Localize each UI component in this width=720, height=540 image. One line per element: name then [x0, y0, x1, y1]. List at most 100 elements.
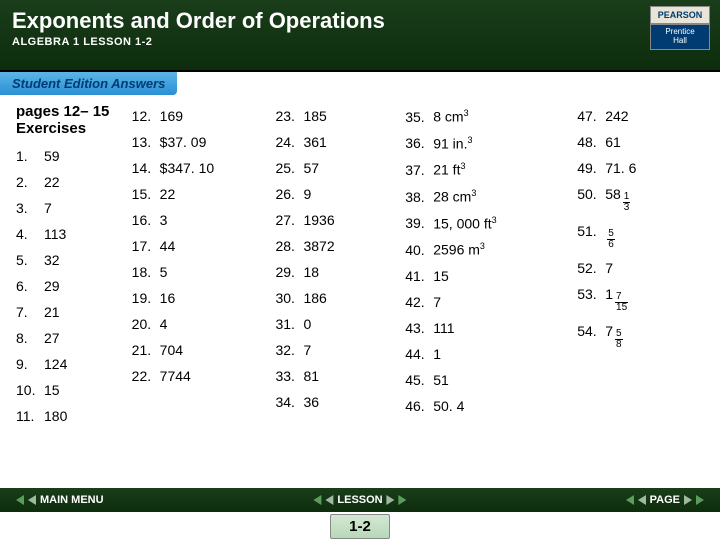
answer-value: 91 in.3	[433, 135, 472, 152]
answer-value: 3872	[303, 238, 334, 254]
answer-item: 33.81	[275, 363, 395, 389]
answer-item: 23.185	[275, 103, 395, 129]
section-title: pages 12– 15 Exercises	[16, 103, 122, 137]
answer-item: 39.15, 000 ft3	[405, 210, 567, 237]
answer-item: 36.91 in.3	[405, 130, 567, 157]
answer-number: 6.	[16, 278, 44, 294]
answer-number: 2.	[16, 174, 44, 190]
fraction: 13	[623, 192, 631, 213]
column-3: 23.18524.36125.5726.927.193628.387229.18…	[275, 103, 395, 429]
answer-item: 13.$37. 09	[132, 129, 266, 155]
answer-item: 53.1715	[577, 281, 704, 318]
publisher-logo: PEARSON Prentice Hall	[650, 6, 710, 50]
answer-number: 50.	[577, 186, 605, 202]
page-title: Exponents and Order of Operations	[0, 0, 720, 36]
column-2: 12.16913.$37. 0914.$347. 1015.2216.317.4…	[132, 103, 266, 429]
answer-number: 4.	[16, 226, 44, 242]
superscript: 3	[467, 135, 472, 145]
arrow-left-icon	[325, 495, 333, 505]
answer-number: 37.	[405, 162, 433, 178]
answer-value: 57	[303, 160, 319, 176]
answer-item: 35.8 cm3	[405, 103, 567, 130]
arrow-right-icon	[399, 495, 407, 505]
column-5: 47.24248.6149.71. 650.581351.5652.753.17…	[577, 103, 704, 429]
superscript: 3	[492, 215, 497, 225]
answer-value: 18	[303, 264, 319, 280]
answer-item: 3.7	[16, 195, 122, 221]
answer-number: 47.	[577, 108, 605, 124]
answer-item: 1.59	[16, 143, 122, 169]
answer-item: 45.51	[405, 367, 567, 393]
answer-number: 17.	[132, 238, 160, 254]
answer-number: 12.	[132, 108, 160, 124]
answer-value: 2596 m3	[433, 241, 485, 258]
answer-value: 0	[303, 316, 311, 332]
answer-number: 33.	[275, 368, 303, 384]
logo-prentice-hall: Prentice Hall	[650, 24, 710, 50]
answer-number: 40.	[405, 242, 433, 258]
answer-item: 2.22	[16, 169, 122, 195]
answer-number: 49.	[577, 160, 605, 176]
answer-value: 44	[160, 238, 176, 254]
answer-value: 22	[44, 174, 60, 190]
answer-value: 5	[160, 264, 168, 280]
answer-item: 54.758	[577, 318, 704, 355]
answer-item: 11.180	[16, 403, 122, 429]
answer-value: 180	[44, 408, 67, 424]
answer-item: 19.16	[132, 285, 266, 311]
answer-number: 39.	[405, 215, 433, 231]
answer-number: 29.	[275, 264, 303, 280]
answer-value: 9	[303, 186, 311, 202]
answer-value: 28 cm3	[433, 188, 476, 205]
answer-number: 7.	[16, 304, 44, 320]
answer-number: 23.	[275, 108, 303, 124]
superscript: 3	[471, 188, 476, 198]
answer-item: 24.361	[275, 129, 395, 155]
answer-item: 26.9	[275, 181, 395, 207]
arrow-left-icon	[626, 495, 634, 505]
page-number: 1-2	[330, 514, 390, 539]
answer-number: 18.	[132, 264, 160, 280]
answer-value: 32	[44, 252, 60, 268]
answer-item: 25.57	[275, 155, 395, 181]
answer-item: 22.7744	[132, 363, 266, 389]
answer-number: 44.	[405, 346, 433, 362]
main-menu-button[interactable]: MAIN MENU	[8, 494, 112, 506]
answer-item: 50.5813	[577, 181, 704, 218]
answer-value: 61	[605, 134, 621, 150]
answer-value: 1	[433, 346, 441, 362]
answer-item: 52.7	[577, 255, 704, 281]
answer-value: 1	[605, 286, 613, 302]
answer-value: 1936	[303, 212, 334, 228]
answer-number: 30.	[275, 290, 303, 306]
arrow-right-icon	[696, 495, 704, 505]
answer-number: 10.	[16, 382, 44, 398]
footer: MAIN MENU LESSON PAGE 1-2	[0, 488, 720, 540]
answer-number: 52.	[577, 260, 605, 276]
answer-number: 35.	[405, 109, 433, 125]
answer-item: 7.21	[16, 299, 122, 325]
lesson-nav[interactable]: LESSON	[305, 494, 414, 506]
answer-value: 4	[160, 316, 168, 332]
answer-value: 704	[160, 342, 183, 358]
answer-item: 40.2596 m3	[405, 236, 567, 263]
answer-item: 34.36	[275, 389, 395, 415]
page-nav[interactable]: PAGE	[618, 494, 712, 506]
answer-value: 7	[44, 200, 52, 216]
answer-item: 51.56	[577, 218, 704, 255]
answer-number: 20.	[132, 316, 160, 332]
answer-number: 28.	[275, 238, 303, 254]
answer-number: 38.	[405, 189, 433, 205]
answer-columns: pages 12– 15 Exercises 1.592.223.74.1135…	[16, 103, 704, 429]
answer-value: 185	[303, 108, 326, 124]
answer-value: 3	[160, 212, 168, 228]
answer-item: 5.32	[16, 247, 122, 273]
answer-item: 14.$347. 10	[132, 155, 266, 181]
answer-value: 111	[433, 320, 454, 336]
answer-number: 54.	[577, 323, 605, 339]
answer-number: 16.	[132, 212, 160, 228]
answer-item: 30.186	[275, 285, 395, 311]
answer-value: 16	[160, 290, 176, 306]
answer-number: 21.	[132, 342, 160, 358]
answer-number: 31.	[275, 316, 303, 332]
